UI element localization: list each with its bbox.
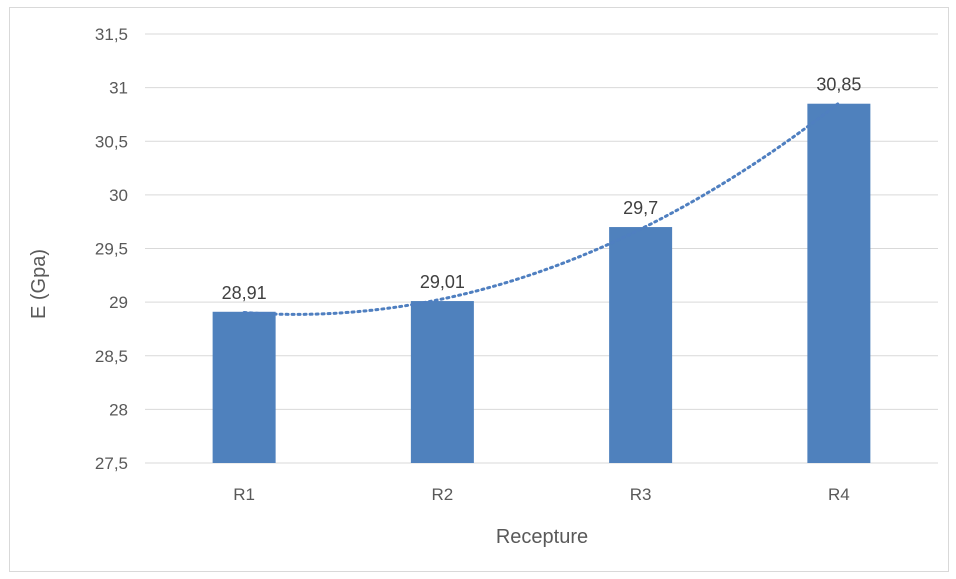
bar: [609, 227, 673, 463]
data-labels: 28,91 29,01 29,7 30,85: [222, 75, 862, 303]
x-tick-label: R1: [233, 485, 255, 504]
bar: [410, 301, 474, 463]
data-label: 29,01: [420, 272, 465, 292]
y-tick-label: 30,5: [95, 132, 128, 151]
x-axis-ticks: R1 R2 R3 R4: [233, 485, 849, 504]
x-tick-label: R3: [630, 485, 652, 504]
trendline: [242, 101, 841, 316]
x-axis-title: Recepture: [496, 526, 588, 548]
y-tick-label: 27,5: [95, 454, 128, 473]
bar: [807, 103, 871, 464]
y-tick-label: 28: [109, 400, 128, 419]
y-tick-label: 28,5: [95, 347, 128, 366]
bars: [212, 103, 871, 464]
data-label: 29,7: [623, 198, 658, 218]
y-tick-label: 31: [109, 79, 128, 98]
y-tick-label: 29,5: [95, 240, 128, 259]
y-tick-label: 31,5: [95, 25, 128, 44]
data-label: 28,91: [222, 283, 267, 303]
x-tick-label: R4: [828, 485, 850, 504]
x-tick-label: R2: [432, 485, 454, 504]
data-label: 30,85: [816, 75, 861, 95]
y-tick-label: 29: [109, 293, 128, 312]
y-axis-ticks: 27,5 28 28,5 29 29,5 30 30,5 31 31,5: [95, 25, 128, 473]
trendline-group: [242, 101, 841, 316]
y-axis-title: E (Gpa): [28, 249, 50, 319]
y-tick-label: 30: [109, 186, 128, 205]
gridlines: [145, 33, 938, 464]
bar: [212, 311, 276, 463]
